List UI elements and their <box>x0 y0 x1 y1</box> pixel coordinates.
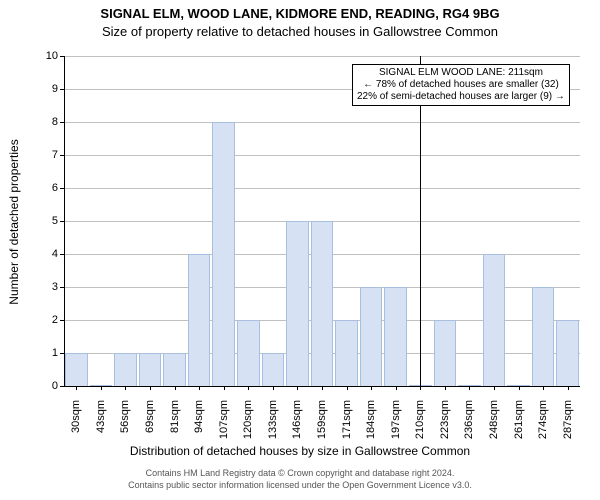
bar <box>532 287 555 386</box>
y-tick-label: 1 <box>34 347 58 359</box>
bar <box>262 353 285 386</box>
footnote-line-2: Contains public sector information licen… <box>0 480 600 490</box>
y-axis-label: Number of detached properties <box>7 57 21 387</box>
annotation-line: SIGNAL ELM WOOD LANE: 211sqm <box>357 67 565 79</box>
bar <box>65 353 88 386</box>
y-tick-label: 9 <box>34 83 58 95</box>
bar <box>556 320 579 386</box>
annotation-line: ← 78% of detached houses are smaller (32… <box>357 79 565 91</box>
bar <box>163 353 186 386</box>
gridline <box>64 155 580 156</box>
title-line-2: Size of property relative to detached ho… <box>0 24 600 39</box>
bar <box>237 320 260 386</box>
bar <box>286 221 309 386</box>
y-tick-label: 3 <box>34 281 58 293</box>
bar <box>360 287 383 386</box>
gridline <box>64 188 580 189</box>
title-line-1: SIGNAL ELM, WOOD LANE, KIDMORE END, READ… <box>0 6 600 21</box>
bar <box>212 122 235 386</box>
y-tick-label: 8 <box>34 116 58 128</box>
y-tick-label: 5 <box>34 215 58 227</box>
bar <box>311 221 334 386</box>
plot-area: 01234567891030sqm43sqm56sqm69sqm81sqm94s… <box>64 56 580 386</box>
y-tick-label: 10 <box>34 50 58 62</box>
bar <box>335 320 358 386</box>
bar <box>483 254 506 386</box>
bar <box>114 353 137 386</box>
annotation-box: SIGNAL ELM WOOD LANE: 211sqm← 78% of det… <box>352 64 570 106</box>
y-tick-label: 6 <box>34 182 58 194</box>
y-tick-label: 2 <box>34 314 58 326</box>
figure: SIGNAL ELM, WOOD LANE, KIDMORE END, READ… <box>0 0 600 500</box>
bar <box>434 320 457 386</box>
gridline <box>64 122 580 123</box>
footnote-line-1: Contains HM Land Registry data © Crown c… <box>0 468 600 478</box>
x-axis-line <box>64 386 580 387</box>
y-tick-label: 0 <box>34 380 58 392</box>
y-tick-label: 7 <box>34 149 58 161</box>
annotation-line: 22% of semi-detached houses are larger (… <box>357 91 565 103</box>
y-tick-label: 4 <box>34 248 58 260</box>
y-axis-line <box>64 56 65 386</box>
gridline <box>64 56 580 57</box>
x-axis-label: Distribution of detached houses by size … <box>0 444 600 458</box>
bar <box>139 353 162 386</box>
bar <box>188 254 211 386</box>
bar <box>384 287 407 386</box>
